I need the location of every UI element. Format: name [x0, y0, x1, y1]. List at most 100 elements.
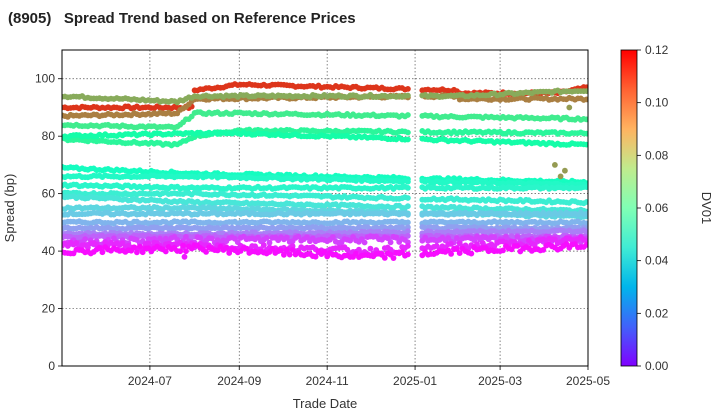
scatter-point [295, 233, 302, 240]
scatter-point [514, 243, 521, 249]
colorbar-tick-label: 0.00 [645, 359, 669, 373]
scatter-point [491, 234, 498, 240]
scatter-point [73, 240, 80, 246]
scatter-point [531, 242, 538, 248]
scatter-point [405, 228, 411, 235]
scatter-point [243, 245, 250, 252]
scatter-point [583, 96, 588, 103]
colorbar [620, 49, 638, 367]
scatter-point [583, 211, 588, 217]
chart-title: (8905) Spread Trend based on Reference P… [8, 10, 356, 27]
scatter-point [583, 184, 588, 190]
scatter-point [405, 219, 411, 226]
scatter-point [278, 247, 284, 254]
scatter-point [405, 86, 411, 92]
colorbar-tick-label: 0.12 [645, 43, 669, 57]
scatter-point [119, 240, 126, 247]
scatter-point [209, 235, 215, 242]
axis-ticks: 0 20 40 60 80 100 2024-07 2024-09 2024-11 2025-01… [35, 72, 610, 388]
x-axis-title: Trade Date [293, 396, 358, 411]
scatter-point-outlier [562, 167, 568, 174]
scatter-point [468, 250, 475, 257]
scatter-point [203, 249, 210, 255]
scatter-point [405, 178, 411, 185]
scatter-point [405, 136, 411, 143]
scatter-point [583, 199, 588, 205]
scatter-point [361, 239, 368, 246]
colorbar-ticks: 0.00 0.02 0.04 0.06 0.08 0.10 0.12 [637, 43, 669, 373]
scatter-point [405, 195, 411, 201]
scatter-point-outlier [566, 104, 573, 111]
scatter-point [405, 233, 411, 239]
scatter-point [405, 243, 411, 249]
scatter-point [183, 233, 189, 240]
x-tick-label: 2024-11 [306, 374, 349, 388]
scatter-point [321, 248, 328, 255]
scatter-point [456, 250, 463, 256]
scatter-point [514, 234, 521, 240]
scatter-point [283, 234, 290, 241]
scatter-point [283, 246, 290, 253]
x-tick-label: 2025-05 [566, 374, 610, 388]
plot-frame [61, 49, 589, 367]
scatter-point [289, 247, 296, 253]
scatter-point [583, 130, 588, 137]
scatter-point [85, 244, 91, 251]
scatter-point [405, 251, 411, 258]
scatter-point [266, 239, 273, 246]
scatter-point [223, 245, 230, 251]
scatter-point [269, 246, 276, 252]
scatter-point [177, 248, 184, 255]
scatter-point [540, 247, 547, 253]
scatter-point [260, 242, 267, 249]
scatter-point [136, 243, 143, 250]
scatter-point [183, 248, 189, 255]
scatter-point-outlier [552, 162, 558, 168]
scatter-point [583, 88, 588, 94]
scatter-point [131, 244, 138, 251]
y-tick-label: 60 [42, 187, 56, 201]
scatter-point [381, 255, 388, 261]
scatter-point [387, 239, 394, 246]
scatter-point [99, 249, 106, 256]
colorbar-tick-label: 0.08 [645, 148, 669, 162]
scatter-point [454, 235, 460, 242]
scatter-point [82, 236, 88, 243]
scatter-point [405, 203, 411, 210]
scatter-point [583, 141, 588, 148]
scatter-point-outlier [557, 173, 564, 180]
scatter-point [448, 251, 454, 257]
x-tick-label: 2024-07 [128, 374, 172, 388]
scatter-point [96, 244, 103, 251]
x-tick-label: 2025-03 [478, 374, 522, 388]
y-tick-label: 100 [35, 72, 55, 86]
scatter-point [405, 92, 411, 99]
scatter-point [367, 245, 374, 252]
colorbar-tick-label: 0.06 [645, 201, 669, 215]
scatter-point [286, 251, 293, 258]
scatter-point [134, 249, 140, 256]
scatter-point [583, 241, 588, 248]
y-tick-label: 80 [42, 129, 56, 143]
scatter-point [162, 248, 169, 255]
scatter-point [393, 234, 400, 241]
colorbar-tick-label: 0.10 [645, 96, 669, 110]
scatter-point [281, 251, 287, 258]
scatter-point [405, 112, 411, 118]
scatter-point [583, 229, 588, 235]
scatter-point [405, 185, 411, 191]
scatter-point [448, 241, 454, 247]
scatter-point [500, 247, 506, 254]
scatter-point [583, 116, 588, 123]
scatter-point [405, 211, 411, 218]
x-tick-label: 2024-09 [217, 374, 261, 388]
y-axis-title: Spread (bp) [2, 174, 17, 243]
scatter-points [62, 81, 588, 261]
x-tick-label: 2025-01 [393, 374, 437, 388]
colorbar-tick-label: 0.04 [645, 254, 669, 268]
colorbar-tick-label: 0.02 [645, 306, 669, 320]
scatter-point [312, 253, 319, 260]
scatter-point [180, 242, 187, 249]
scatter-point [304, 234, 310, 241]
